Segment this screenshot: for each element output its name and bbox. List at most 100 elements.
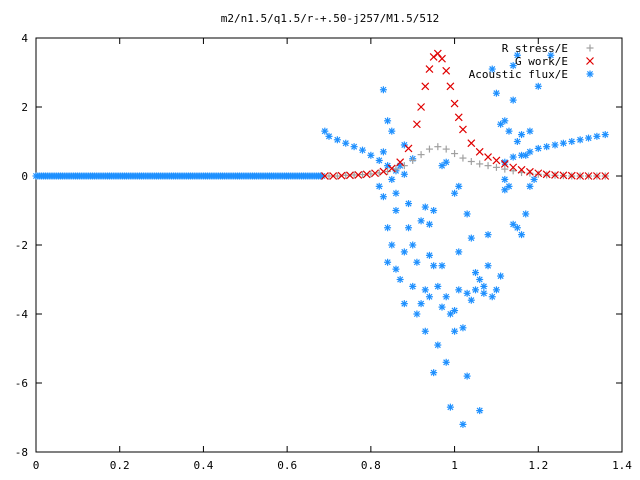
g-work-point — [425, 65, 434, 73]
acoustic-flux-point — [509, 96, 517, 104]
x-axis-tick-labels: 0 0.2 0.4 0.6 0.8 1 1.2 1.4 — [33, 459, 633, 472]
y-tick-label: 2 — [21, 101, 28, 114]
g-work-point — [450, 99, 459, 108]
r-stress-point — [409, 156, 417, 164]
r-stress-point — [358, 171, 366, 179]
acoustic-flux-point — [421, 327, 429, 335]
legend-label-acoustic-flux: Acoustic flux/E — [469, 68, 568, 81]
x-tick-label: 0.4 — [193, 459, 213, 472]
g-work-point — [500, 160, 509, 168]
chart-title: m2/n1.5/q1.5/r-+.50-j257/M1.5/512 — [221, 12, 440, 25]
acoustic-flux-point — [526, 182, 534, 190]
acoustic-flux-point — [492, 286, 500, 294]
acoustic-flux-point — [472, 269, 479, 277]
g-work-point — [446, 82, 455, 91]
acoustic-flux-point — [417, 217, 425, 225]
g-work-point — [467, 139, 476, 148]
acoustic-flux-point — [526, 148, 534, 156]
y-tick-label: 4 — [21, 32, 28, 45]
acoustic-flux-point — [463, 210, 471, 218]
acoustic-flux-point — [484, 231, 492, 239]
r-stress-point — [459, 154, 467, 162]
acoustic-flux-point — [476, 276, 484, 283]
acoustic-flux-point — [534, 82, 542, 90]
g-work-point — [492, 156, 501, 165]
acoustic-flux-point — [413, 258, 421, 266]
acoustic-flux-point — [451, 307, 459, 315]
acoustic-flux-point — [400, 300, 408, 308]
acoustic-flux-point — [388, 175, 396, 183]
acoustic-flux-point — [405, 224, 413, 232]
acoustic-flux-point — [421, 203, 429, 211]
legend-marker-r-stress — [586, 44, 594, 52]
x-tick-label: 1.2 — [528, 459, 548, 472]
acoustic-flux-point — [601, 131, 609, 139]
acoustic-flux-point — [430, 207, 438, 214]
acoustic-flux-point — [501, 117, 509, 125]
r-stress-point — [509, 167, 517, 175]
acoustic-flux-point — [446, 310, 454, 318]
g-work-point — [417, 103, 426, 111]
acoustic-flux-point — [442, 358, 450, 366]
g-work-point — [433, 49, 442, 58]
acoustic-flux-point — [379, 86, 387, 94]
g-work-point — [320, 172, 329, 180]
g-work-point — [354, 171, 363, 179]
legend-marker-acoustic-flux — [586, 70, 594, 78]
acoustic-flux-point — [526, 127, 534, 135]
r-stress-point — [434, 143, 442, 151]
r-stress-point — [534, 170, 542, 178]
acoustic-flux-point — [451, 189, 459, 197]
r-stress-point — [484, 162, 492, 170]
acoustic-flux-point — [350, 143, 358, 151]
r-stress-point — [451, 150, 459, 158]
acoustic-flux-point — [501, 186, 509, 194]
r-stress-point — [400, 162, 408, 170]
acoustic-flux-point — [451, 327, 459, 335]
acoustic-flux-point — [342, 139, 350, 147]
acoustic-flux-point — [379, 148, 387, 156]
g-work-point — [517, 165, 526, 174]
acoustic-flux-point — [388, 241, 396, 249]
x-tick-label: 1 — [451, 459, 458, 472]
acoustic-flux-point — [522, 151, 530, 159]
acoustic-flux-point — [543, 143, 551, 151]
y-tick-label: -4 — [15, 308, 29, 321]
acoustic-flux-point — [459, 420, 467, 428]
acoustic-flux-point — [518, 231, 526, 239]
acoustic-flux-point — [476, 407, 484, 415]
acoustic-flux-point — [467, 296, 475, 304]
r-stress-point — [350, 171, 358, 179]
acoustic-flux-point — [438, 303, 446, 311]
acoustic-flux-point — [321, 127, 329, 135]
acoustic-flux-point — [576, 136, 584, 144]
acoustic-flux-point — [400, 170, 408, 178]
acoustic-flux-point — [434, 282, 442, 290]
acoustic-flux-point — [333, 136, 341, 144]
acoustic-flux-point — [396, 276, 404, 283]
acoustic-flux-point — [409, 241, 417, 249]
acoustic-flux-point — [513, 138, 521, 145]
acoustic-flux-point — [446, 403, 454, 411]
g-work-point — [525, 167, 534, 176]
g-work-point — [567, 171, 576, 180]
acoustic-flux-point — [367, 151, 375, 159]
acoustic-flux-point — [513, 224, 521, 232]
axis-ticks — [35, 37, 623, 453]
g-work-point — [559, 171, 568, 180]
g-work-point — [379, 167, 388, 176]
acoustic-flux-point — [442, 158, 450, 166]
acoustic-flux-point — [413, 310, 421, 318]
acoustic-flux-point — [492, 89, 500, 97]
acoustic-flux-point — [425, 251, 433, 259]
acoustic-flux-point — [455, 248, 463, 256]
r-stress-point — [442, 145, 450, 153]
y-tick-label: -6 — [15, 377, 28, 390]
acoustic-flux-point — [409, 282, 417, 290]
acoustic-flux-point — [467, 234, 475, 242]
g-work-point — [387, 164, 396, 173]
r-stress-point — [501, 165, 509, 173]
acoustic-flux-point — [509, 62, 517, 70]
acoustic-flux-point — [421, 286, 429, 294]
